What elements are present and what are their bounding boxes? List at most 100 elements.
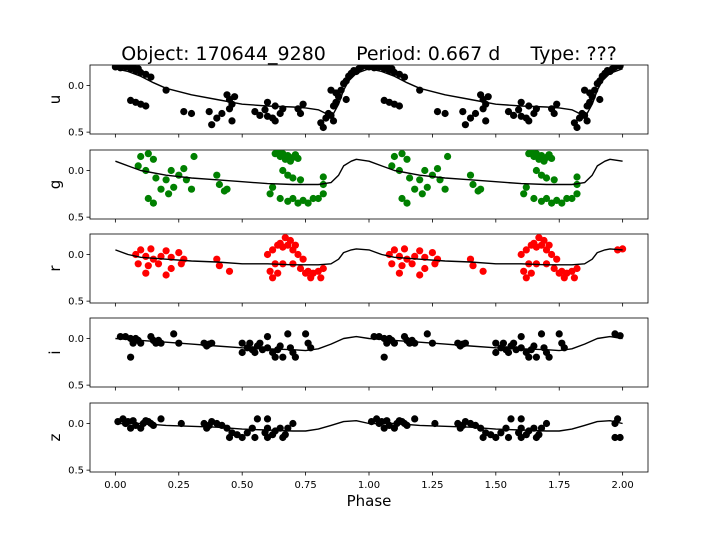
- data-point: [238, 433, 246, 442]
- data-point: [223, 185, 231, 193]
- y-tick-label: 0.0: [68, 250, 84, 261]
- data-point: [263, 98, 272, 106]
- data-point: [520, 190, 528, 198]
- data-point: [433, 108, 442, 116]
- data-point: [416, 176, 424, 184]
- data-point: [269, 183, 277, 191]
- data-point: [225, 267, 234, 275]
- data-point: [215, 180, 223, 189]
- data-point: [548, 154, 556, 162]
- data-point: [530, 194, 538, 203]
- data-point: [395, 269, 403, 277]
- data-point: [329, 117, 338, 125]
- data-point: [423, 330, 431, 338]
- panel-u: 0.0 0.5 u: [46, 64, 649, 139]
- data-point: [137, 246, 145, 254]
- data-point: [296, 176, 305, 184]
- data-point: [299, 255, 307, 263]
- chart-title: Object: 170644_9280 Period: 0.667 d Type…: [121, 43, 617, 65]
- data-point: [215, 262, 223, 270]
- data-point: [558, 199, 566, 207]
- data-point: [157, 185, 165, 193]
- x-tick-label: 1.25: [421, 480, 443, 491]
- data-point: [616, 65, 624, 70]
- data-point: [243, 429, 251, 437]
- data-point: [553, 255, 561, 263]
- data-point: [482, 117, 490, 125]
- data-point: [276, 194, 284, 203]
- data-point: [162, 176, 170, 184]
- data-point: [314, 194, 322, 203]
- data-point: [441, 185, 449, 193]
- data-point: [149, 421, 157, 429]
- y-tick-label: 0.5: [68, 128, 84, 139]
- data-point: [319, 123, 327, 132]
- data-point: [406, 174, 414, 182]
- data-point: [573, 173, 581, 181]
- y-tick-label: 0.0: [68, 334, 84, 345]
- data-point: [213, 114, 221, 122]
- data-point: [246, 339, 254, 347]
- data-point: [522, 274, 530, 282]
- data-point: [390, 339, 398, 347]
- data-point: [441, 109, 449, 118]
- data-point: [542, 174, 551, 182]
- data-point: [522, 183, 530, 191]
- data-point: [157, 339, 165, 347]
- data-point: [418, 190, 426, 198]
- data-point: [137, 152, 145, 161]
- data-point: [294, 250, 302, 259]
- data-point: [509, 339, 518, 347]
- x-tick-label: 1.75: [548, 480, 570, 491]
- data-point: [444, 152, 452, 161]
- y-axis-label-r: r: [46, 265, 64, 272]
- data-point: [619, 245, 627, 253]
- data-point: [284, 330, 292, 338]
- data-point: [545, 353, 553, 361]
- x-tick-label: 1.00: [358, 480, 380, 491]
- data-point: [342, 95, 350, 104]
- data-point: [238, 348, 246, 357]
- x-axis-label: Phase: [347, 492, 392, 510]
- data-point: [218, 109, 226, 118]
- data-point: [289, 194, 297, 203]
- data-point: [175, 249, 183, 257]
- data-point: [317, 274, 325, 282]
- data-point: [149, 155, 157, 163]
- plot-area: [115, 150, 623, 207]
- data-point: [157, 415, 165, 423]
- data-point: [416, 247, 424, 255]
- data-point: [263, 250, 272, 259]
- model-curve: [115, 68, 623, 115]
- data-point: [127, 353, 135, 361]
- panel-frame: [89, 64, 649, 135]
- data-point: [256, 339, 264, 347]
- data-point: [175, 171, 183, 179]
- data-point: [266, 267, 274, 275]
- data-point: [471, 109, 480, 118]
- data-point: [398, 262, 406, 270]
- data-point: [477, 185, 485, 193]
- panel-i: 0.0 0.5 i: [46, 317, 649, 392]
- data-point: [403, 155, 411, 163]
- data-point: [550, 264, 558, 273]
- data-point: [263, 344, 272, 352]
- data-point: [208, 121, 216, 129]
- data-point: [459, 108, 467, 116]
- data-point: [187, 185, 196, 193]
- data-point: [395, 102, 403, 110]
- data-point: [545, 241, 553, 249]
- data-point: [154, 260, 163, 268]
- data-point: [400, 73, 409, 81]
- data-point: [286, 236, 294, 245]
- data-point: [170, 330, 178, 338]
- data-point: [497, 429, 505, 437]
- data-point: [187, 109, 196, 118]
- data-point: [319, 190, 327, 198]
- data-point: [144, 150, 152, 158]
- data-point: [573, 264, 581, 273]
- data-point: [269, 274, 277, 282]
- data-point: [502, 424, 510, 432]
- y-tick-label: 0.5: [68, 466, 84, 477]
- data-point: [400, 245, 409, 253]
